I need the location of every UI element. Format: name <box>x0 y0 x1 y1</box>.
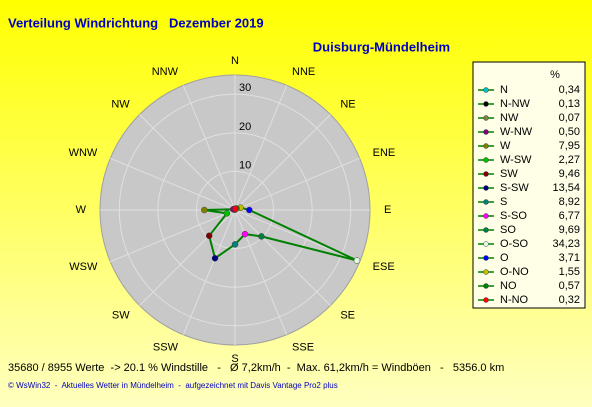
legend-name: S <box>500 196 507 208</box>
axis-label: S <box>231 353 238 365</box>
grid-ring <box>195 170 275 250</box>
legend-marker <box>483 269 489 275</box>
legend-value: 34,23 <box>552 238 580 250</box>
spoke <box>139 114 236 211</box>
marker <box>205 232 213 240</box>
legend-marker <box>483 157 489 163</box>
legend-marker <box>483 143 489 149</box>
legend-name: SW <box>500 168 518 180</box>
spoke <box>234 209 288 335</box>
chart-subtitle: Duisburg-Mündelheim <box>313 39 450 54</box>
legend-value: 9,69 <box>559 224 580 236</box>
spoke <box>182 209 236 335</box>
marker <box>246 206 253 214</box>
legend-name: W <box>500 140 511 152</box>
legend-marker <box>483 227 489 233</box>
spoke <box>234 209 331 306</box>
legend-marker <box>483 255 489 261</box>
legend-value: 1,55 <box>559 266 580 278</box>
legend-name: N-NW <box>500 98 531 110</box>
axis-label: NW <box>111 99 130 111</box>
spoke <box>110 157 236 211</box>
legend-name: O <box>500 252 509 264</box>
legend-marker <box>483 283 489 289</box>
legend-name: N-NO <box>500 294 529 306</box>
legend-value: 8,92 <box>559 196 580 208</box>
axis-label: N <box>231 55 239 67</box>
spoke <box>234 114 331 211</box>
legend-marker <box>483 87 489 93</box>
axis-label: WNW <box>69 147 98 159</box>
marker <box>353 257 361 264</box>
legend-value: 0,34 <box>559 84 580 96</box>
spoke <box>234 85 288 211</box>
legend-name: SO <box>500 224 516 236</box>
legend-value: 0,50 <box>559 126 580 138</box>
axis-label: W <box>76 204 87 216</box>
legend-marker <box>483 241 489 247</box>
axis-label: NNE <box>292 66 315 78</box>
legend-marker <box>483 199 489 205</box>
marker <box>211 255 219 262</box>
legend-marker <box>483 185 489 191</box>
legend-name: S-SW <box>500 182 529 194</box>
axis-label: SSW <box>153 342 179 354</box>
spoke <box>139 209 236 306</box>
axis-label: NNW <box>152 66 179 78</box>
axis-label: ESE <box>373 261 395 273</box>
legend-marker <box>483 115 489 121</box>
legend-value: 0,32 <box>559 294 580 306</box>
axis-label: SE <box>340 309 355 321</box>
footer: 35680 / 8955 Werte -> 20.1 % Windstille … <box>8 362 504 374</box>
legend-marker <box>483 297 489 303</box>
legend-name: NW <box>500 112 519 124</box>
legend-name: NO <box>500 280 517 292</box>
grid-ring <box>157 132 313 288</box>
legend-value: 3,71 <box>559 252 580 264</box>
axis-label: SSE <box>292 342 314 354</box>
spoke <box>234 157 360 211</box>
legend-marker <box>483 213 489 219</box>
r-tick-label: 20 <box>239 121 251 133</box>
r-tick-label: 10 <box>239 159 251 171</box>
legend-value: 6,77 <box>559 210 580 222</box>
spoke <box>182 85 236 211</box>
axis-label: SW <box>112 309 130 321</box>
marker <box>258 233 265 240</box>
marker <box>232 205 239 213</box>
legend-name: O-NO <box>500 266 529 278</box>
axis-label: WSW <box>69 261 98 273</box>
credits: © WsWin32 - Aktuelles Wetter in Mündelhe… <box>8 381 338 390</box>
legend-value: 13,54 <box>552 182 580 194</box>
legend-name: W-SW <box>500 154 532 166</box>
axis-label: E <box>384 204 391 216</box>
axis-label: ENE <box>373 147 396 159</box>
legend-header: % <box>550 69 560 81</box>
legend-value: 0,57 <box>559 280 580 292</box>
r-tick-label: 30 <box>239 82 251 94</box>
legend-box <box>472 61 586 309</box>
grid-ring <box>118 93 352 327</box>
axis-label: NE <box>340 99 355 111</box>
legend-marker <box>483 171 489 177</box>
marker <box>231 241 239 248</box>
legend-name: N <box>500 84 508 96</box>
legend-marker <box>483 101 489 107</box>
legend-value: 0,13 <box>559 98 580 110</box>
marker <box>201 206 208 214</box>
legend-marker <box>483 129 489 135</box>
legend-value: 2,27 <box>559 154 580 166</box>
legend-value: 7,95 <box>559 140 580 152</box>
legend-name: S-SO <box>500 210 527 222</box>
legend-name: O-SO <box>500 238 529 250</box>
marker <box>241 230 249 238</box>
chart-title: Verteilung Windrichtung Dezember 2019 <box>8 15 264 30</box>
legend-name: W-NW <box>500 126 533 138</box>
marker <box>223 210 231 217</box>
spoke <box>110 209 236 263</box>
legend-value: 9,46 <box>559 168 580 180</box>
legend-value: 0,07 <box>559 112 580 124</box>
